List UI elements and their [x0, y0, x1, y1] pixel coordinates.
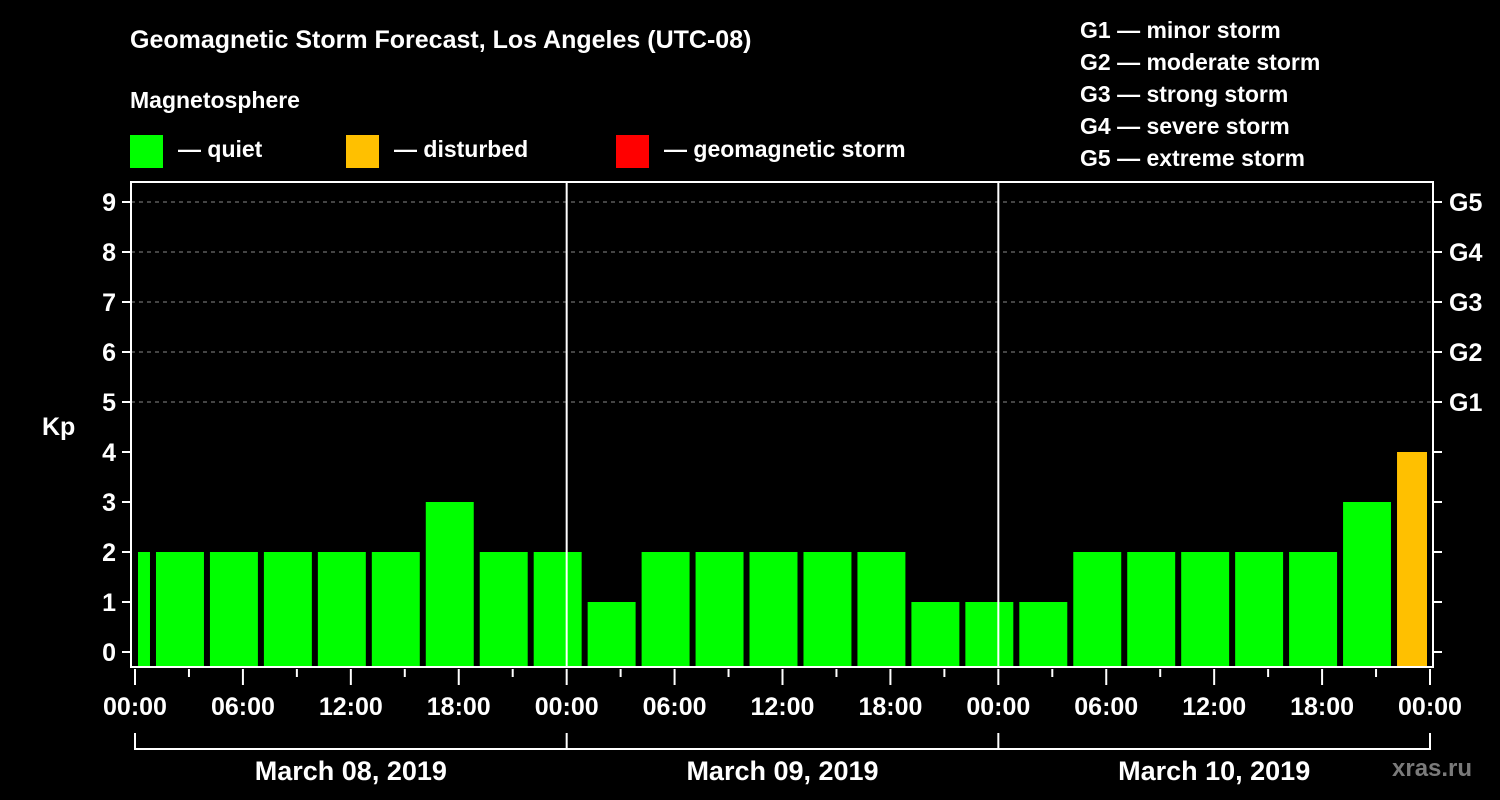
y-tick-label: 1 [102, 589, 116, 617]
kp-bar [209, 552, 258, 667]
legend-item-storm: — geomagnetic storm [616, 135, 906, 168]
legend-swatch-quiet [130, 135, 163, 168]
x-tick-label: 18:00 [427, 693, 491, 721]
y-tick-label: 3 [102, 489, 116, 517]
x-tick-label: 18:00 [858, 693, 922, 721]
kp-bar [641, 552, 690, 667]
kp-bar [371, 552, 420, 667]
kp-bar [1343, 502, 1392, 667]
x-tick-label: 06:00 [1074, 693, 1138, 721]
g-level-label: G1 [1449, 389, 1482, 417]
kp-bar [1397, 452, 1427, 667]
g-scale-item-g4: G4 — severe storm [1080, 113, 1290, 139]
g-level-label: G3 [1449, 289, 1482, 317]
kp-bar [155, 552, 204, 667]
kp-bar [1019, 602, 1068, 667]
y-tick-label: 0 [102, 639, 116, 667]
kp-bar [911, 602, 960, 667]
g-level-label: G4 [1449, 239, 1482, 267]
y-tick-label: 4 [102, 439, 116, 467]
kp-bar [425, 502, 474, 667]
legend-swatch-storm [616, 135, 649, 168]
x-tick-label: 06:00 [211, 693, 275, 721]
legend-label-quiet: — quiet [178, 135, 263, 162]
kp-bar [317, 552, 366, 667]
x-tick-label: 12:00 [751, 693, 815, 721]
g-scale-item-g3: G3 — strong storm [1080, 81, 1289, 107]
kp-bar [857, 552, 906, 667]
y-tick-label: 8 [102, 239, 116, 267]
kp-bar [1289, 552, 1338, 667]
kp-bar [1181, 552, 1230, 667]
kp-bar [533, 552, 582, 667]
magnetosphere-heading: Magnetosphere [130, 87, 300, 113]
x-tick-label: 00:00 [535, 693, 599, 721]
x-tick-label: 12:00 [1182, 693, 1246, 721]
day-label: March 10, 2019 [1118, 756, 1310, 786]
x-tick-label: 00:00 [1398, 693, 1462, 721]
legend-swatch-disturbed [346, 135, 379, 168]
kp-bar [965, 602, 1014, 667]
kp-bar [749, 552, 798, 667]
chart-title: Geomagnetic Storm Forecast, Los Angeles … [130, 26, 752, 54]
y-tick-label: 6 [102, 339, 116, 367]
kp-bar [138, 552, 150, 667]
x-tick-label: 00:00 [103, 693, 167, 721]
legend-label-storm: — geomagnetic storm [664, 135, 906, 162]
x-tick-label: 06:00 [643, 693, 707, 721]
legend-item-disturbed: — disturbed [346, 135, 528, 168]
g-level-label: G2 [1449, 339, 1482, 367]
legend-label-disturbed: — disturbed [394, 135, 529, 162]
kp-bar [1127, 552, 1176, 667]
kp-bar [587, 602, 636, 667]
g-scale-legend: G1 — minor storm G2 — moderate storm G3 … [1080, 14, 1320, 174]
g-scale-item-g2: G2 — moderate storm [1080, 49, 1321, 75]
y-tick-label: 2 [102, 539, 116, 567]
day-label: March 08, 2019 [255, 756, 447, 786]
kp-bar [479, 552, 528, 667]
day-label: March 09, 2019 [686, 756, 878, 786]
y-tick-label: 9 [102, 189, 116, 217]
x-tick-label: 12:00 [319, 693, 383, 721]
g-scale-item-g5: G5 — extreme storm [1080, 145, 1305, 171]
g-scale-item-g1: G1 — minor storm [1080, 17, 1281, 43]
legend-item-quiet: — quiet [130, 135, 262, 168]
y-tick-label: 5 [102, 389, 116, 417]
g-level-label: G5 [1449, 189, 1482, 217]
x-tick-label: 00:00 [966, 693, 1030, 721]
kp-bar [695, 552, 744, 667]
y-tick-label: 7 [102, 289, 116, 317]
kp-bar [1235, 552, 1284, 667]
y-axis-label: Kp [42, 413, 76, 441]
kp-bar [263, 552, 312, 667]
plot-frame [130, 181, 1434, 668]
kp-bar [803, 552, 852, 667]
watermark: xras.ru [1392, 755, 1473, 782]
kp-bar [1073, 552, 1122, 667]
x-tick-label: 18:00 [1290, 693, 1354, 721]
